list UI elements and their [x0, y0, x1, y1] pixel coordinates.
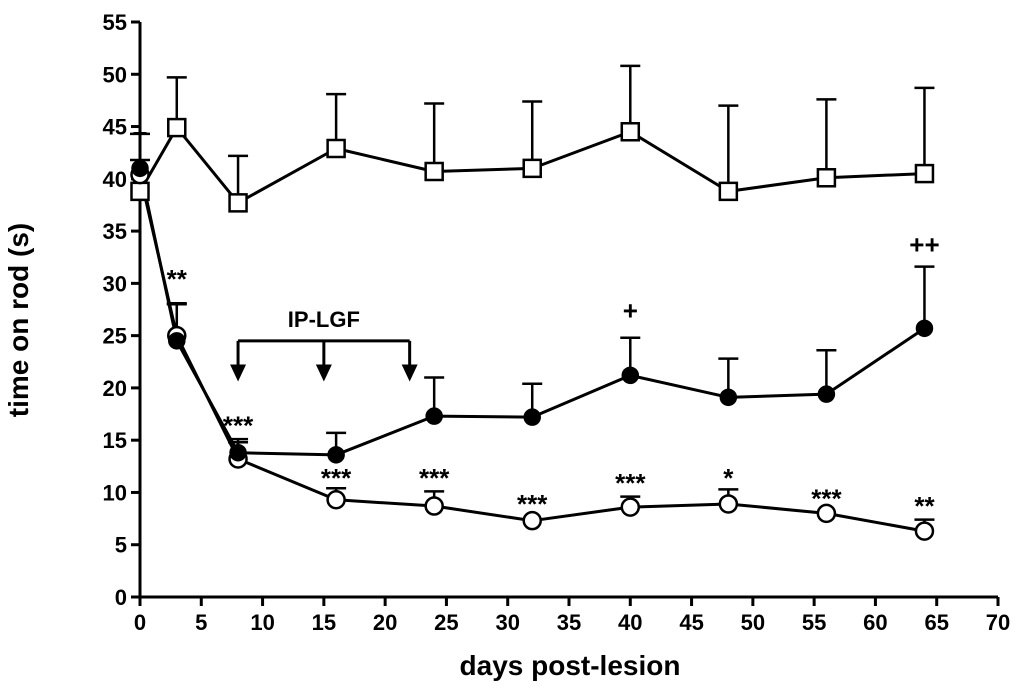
data-point: [326, 138, 346, 159]
x-tick-label: 35: [557, 610, 581, 635]
error-bars-circle-filled: [130, 132, 935, 455]
data-point: [424, 496, 444, 516]
data-point: [620, 497, 641, 517]
data-point: [522, 158, 542, 179]
data-point: [130, 181, 150, 202]
x-tick-label: 10: [250, 610, 274, 635]
annotations: ******** ********* **** **++++: [132, 118, 939, 521]
data-point: [425, 407, 443, 425]
y-tick-label: 10: [103, 480, 127, 505]
significance-label: ***: [517, 489, 548, 519]
y-tick-label: 30: [103, 271, 127, 296]
data-point: [816, 168, 837, 188]
series-line-circle-open: [138, 174, 925, 533]
treatment-arrow-head: [401, 364, 418, 382]
significance-label: ***: [615, 468, 646, 498]
data-point: [229, 443, 247, 462]
x-tick-label: 70: [986, 610, 1010, 635]
y-tick-label: 5: [115, 533, 127, 558]
data-point: [719, 388, 738, 407]
data-point: [915, 319, 934, 338]
data-point: [621, 366, 640, 385]
treatment-arrow-head: [230, 364, 247, 382]
x-tick-label: 55: [802, 610, 826, 635]
y-tick-label: 40: [103, 167, 127, 192]
x-tick-label: 30: [495, 610, 519, 635]
treatment-label: IP-LGF: [288, 307, 360, 332]
treatment-arrow-head: [315, 364, 332, 382]
data-point: [816, 503, 837, 524]
x-tick-label: 0: [134, 610, 146, 635]
significance-label: ***: [811, 484, 842, 514]
x-tick-label: 60: [863, 610, 887, 635]
data-point: [522, 510, 542, 531]
x-tick-label: 65: [924, 610, 948, 635]
y-tick-label: 0: [115, 585, 127, 610]
data-point: [914, 163, 935, 184]
data-point: [131, 159, 149, 178]
y-tick-label: 25: [103, 324, 127, 349]
data-point: [228, 193, 248, 213]
x-tick-label: 15: [312, 610, 336, 635]
x-tick-label: 5: [195, 610, 207, 635]
series-line-square-open: [138, 126, 925, 205]
significance-label: *: [723, 463, 734, 493]
y-tick-label: 45: [103, 115, 127, 140]
data-point: [523, 408, 541, 426]
y-tick-label: 50: [103, 62, 127, 87]
x-tick-label: 45: [679, 610, 703, 635]
data-point: [718, 181, 739, 202]
data-point: [327, 446, 345, 464]
significance-label: +: [132, 118, 147, 148]
data-point: [914, 521, 935, 541]
significance-label: ***: [419, 463, 450, 493]
series-line-circle-filled: [138, 168, 926, 457]
y-tick-label: 20: [103, 376, 127, 401]
x-tick-label: 25: [434, 610, 458, 635]
data-point: [620, 122, 641, 142]
error-bars-square-open: [130, 64, 935, 203]
significance-label: ++: [909, 230, 939, 260]
significance-label: **: [914, 491, 935, 521]
data-point: [817, 385, 836, 403]
axis-ticks: 0 5 10 15 20 25 30 35 40 45 50 55 60 65 70 0 5 10 15 20 25 30…: [103, 10, 1011, 635]
y-axis-title: time on rod (s): [3, 223, 34, 417]
x-tick-label: 50: [741, 610, 765, 635]
x-tick-label: 20: [373, 610, 397, 635]
data-point: [718, 494, 739, 514]
y-tick-label: 35: [103, 219, 127, 244]
y-tick-label: 15: [103, 428, 127, 453]
axes: [138, 22, 998, 599]
x-tick-label: 40: [618, 610, 642, 635]
significance-label: ***: [321, 463, 352, 493]
data-point: [326, 490, 346, 510]
significance-label: +: [623, 296, 638, 326]
significance-label: **: [167, 264, 188, 294]
data-point: [167, 117, 187, 138]
y-tick-label: 55: [103, 10, 127, 35]
series-layer: [130, 64, 935, 541]
treatment-bracket: IP-LGF: [230, 307, 418, 382]
significance-label: ***: [223, 411, 254, 441]
data-point: [424, 161, 444, 182]
markers-circle-filled: [131, 159, 934, 464]
data-point: [168, 332, 186, 350]
x-axis-title: days post-lesion: [460, 650, 681, 681]
